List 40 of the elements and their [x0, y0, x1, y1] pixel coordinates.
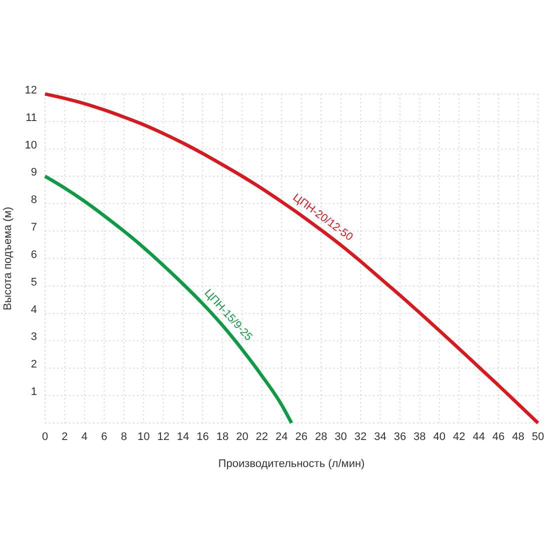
x-axis-title: Производительность (л/мин): [218, 458, 365, 470]
x-tick-label: 18: [216, 430, 229, 443]
x-tick-label: 24: [276, 430, 288, 443]
y-tick-label: 1: [30, 386, 37, 398]
y-axis-title: Высота подъема (м): [2, 206, 14, 310]
x-tick-label: 8: [120, 430, 127, 443]
x-tick-label: 32: [354, 430, 367, 443]
y-tick-label: 2: [30, 358, 37, 371]
y-tick-label: 7: [30, 222, 37, 234]
x-tick-label: 22: [256, 430, 268, 443]
y-tick-label: 5: [30, 276, 37, 288]
x-tick-label: 28: [314, 430, 328, 443]
x-tick-label: 12: [157, 430, 170, 443]
x-tick-label: 10: [137, 430, 150, 443]
x-tick-label: 4: [81, 430, 88, 443]
x-tick-label: 42: [452, 430, 466, 443]
x-tick-label: 38: [414, 430, 426, 443]
x-tick-label: 34: [374, 430, 386, 443]
x-tick-label: 14: [176, 430, 190, 443]
y-tick-label: 10: [24, 139, 37, 152]
x-tick-label: 20: [236, 430, 248, 443]
y-tick-label: 8: [30, 194, 37, 206]
x-tick-label: 30: [334, 430, 347, 443]
x-tick-label: 0: [42, 430, 48, 443]
y-tick-label: 4: [30, 304, 37, 316]
y-tick-label: 3: [30, 331, 37, 344]
x-tick-label: 48: [512, 430, 524, 443]
y-tick-label: 11: [26, 112, 37, 124]
x-tick-label: 44: [472, 430, 485, 443]
x-tick-label: 40: [433, 430, 446, 443]
y-tick-label: 6: [30, 248, 37, 261]
x-tick-label: 16: [196, 430, 209, 443]
x-tick-label: 50: [532, 430, 544, 443]
x-tick-label: 36: [394, 430, 406, 443]
x-tick-label: 46: [492, 430, 505, 443]
y-tick-label: 9: [30, 166, 37, 179]
x-tick-label: 6: [101, 430, 108, 443]
y-tick-label: 12: [24, 84, 37, 96]
x-tick-label: 2: [62, 430, 68, 443]
x-tick-label: 26: [295, 430, 308, 443]
